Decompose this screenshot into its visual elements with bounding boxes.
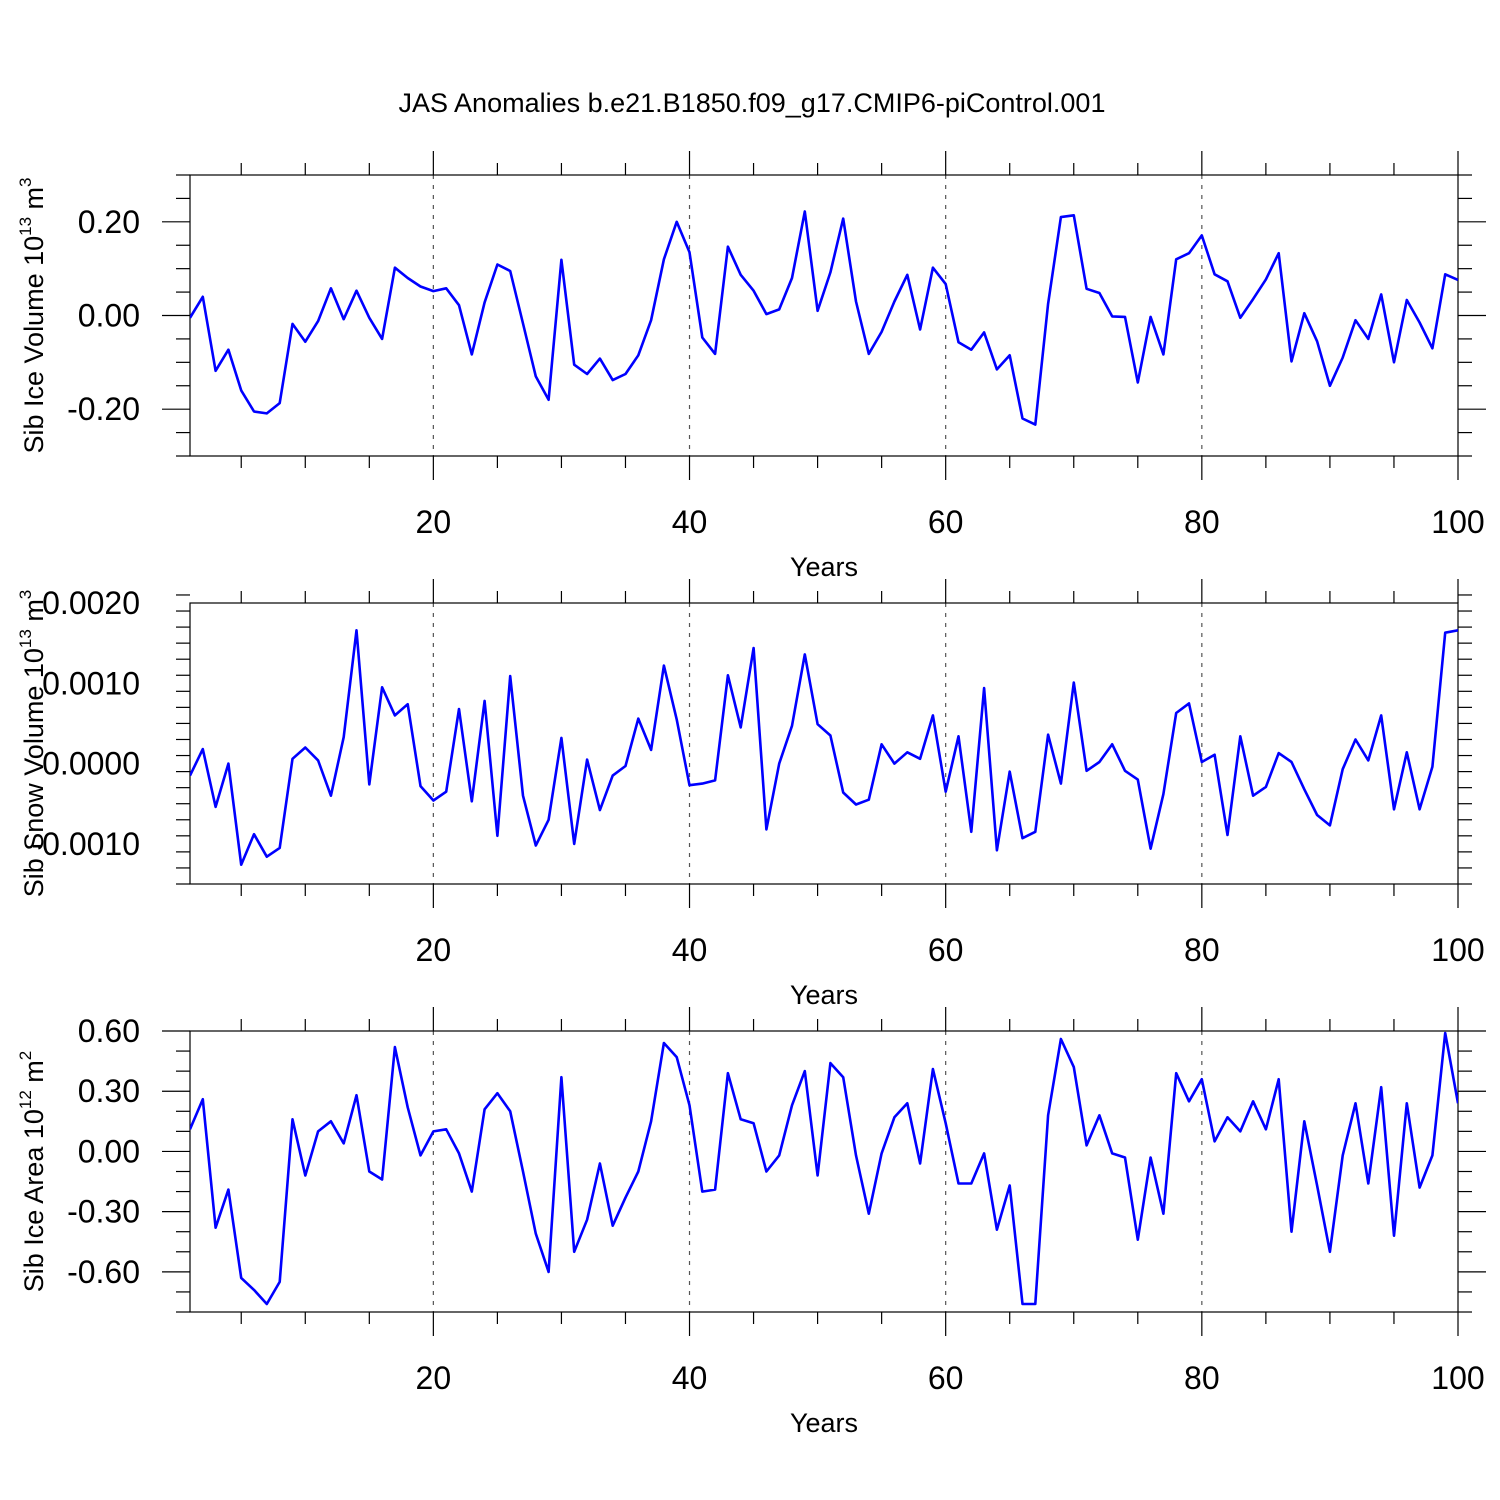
y-tick-label: -0.20 — [67, 391, 140, 427]
y-tick-label: -0.30 — [67, 1194, 140, 1230]
series-line — [190, 210, 1458, 426]
panels: -0.20 0.00 0.20 20 40 60 80 100 Years Sib Ice Vol… — [16, 151, 1486, 1438]
y-tick-label: 0.60 — [78, 1013, 140, 1049]
x-tick-label: 20 — [416, 504, 452, 540]
x-tick-label: 20 — [416, 1360, 452, 1396]
y-tick-label: 0.00 — [78, 298, 140, 334]
y-tick-label: 0.0010 — [42, 665, 140, 701]
x-tick-label: 100 — [1431, 932, 1484, 968]
chart-title: JAS Anomalies b.e21.B1850.f09_g17.CMIP6-… — [399, 88, 1106, 118]
series-line — [190, 1031, 1458, 1306]
y-tick-label: -0.0010 — [31, 826, 140, 862]
x-tick-label: 40 — [672, 504, 708, 540]
x-tick-label: 40 — [672, 932, 708, 968]
y-tick-label: 0.00 — [78, 1133, 140, 1169]
y-tick-label: 0.20 — [78, 204, 140, 240]
x-tick-label: 60 — [928, 1360, 964, 1396]
y-tick-label: -0.60 — [67, 1254, 140, 1290]
y-tick-label: 0.0020 — [42, 585, 140, 621]
x-axis-title: Years — [790, 552, 858, 582]
x-tick-label: 100 — [1431, 504, 1484, 540]
plot-frame — [189, 602, 1459, 885]
series-line — [190, 628, 1458, 867]
x-tick-label: 80 — [1184, 504, 1220, 540]
y-tick-label: 0.30 — [78, 1073, 140, 1109]
x-tick-label: 80 — [1184, 932, 1220, 968]
x-tick-label: 20 — [416, 932, 452, 968]
x-tick-label: 60 — [928, 504, 964, 540]
x-axis-title: Years — [790, 980, 858, 1010]
plot-frame — [189, 1030, 1459, 1313]
x-axis-title: Years — [790, 1408, 858, 1438]
panel-3: -0.60 -0.30 0.00 0.30 0.60 20 40 60 80 100 Years Si… — [16, 1007, 1486, 1438]
panel-1: -0.20 0.00 0.20 20 40 60 80 100 Years Sib Ice Vol… — [16, 151, 1486, 582]
y-tick-label: 0.0000 — [42, 746, 140, 782]
panel-2: -0.0010 0.0000 0.0010 0.0020 20 40 60 80 100 Year… — [16, 579, 1485, 1010]
y-axis-title: Sib Ice Volume 1013 m3 — [16, 177, 49, 453]
x-tick-label: 100 — [1431, 1360, 1484, 1396]
x-tick-label: 60 — [928, 932, 964, 968]
y-axis-title: Sib Ice Area 1012 m2 — [16, 1051, 49, 1293]
x-tick-label: 80 — [1184, 1360, 1220, 1396]
plot-frame — [189, 174, 1459, 457]
y-axis-title: Sib Snow Volume 1013 m3 — [16, 590, 49, 898]
x-tick-label: 40 — [672, 1360, 708, 1396]
